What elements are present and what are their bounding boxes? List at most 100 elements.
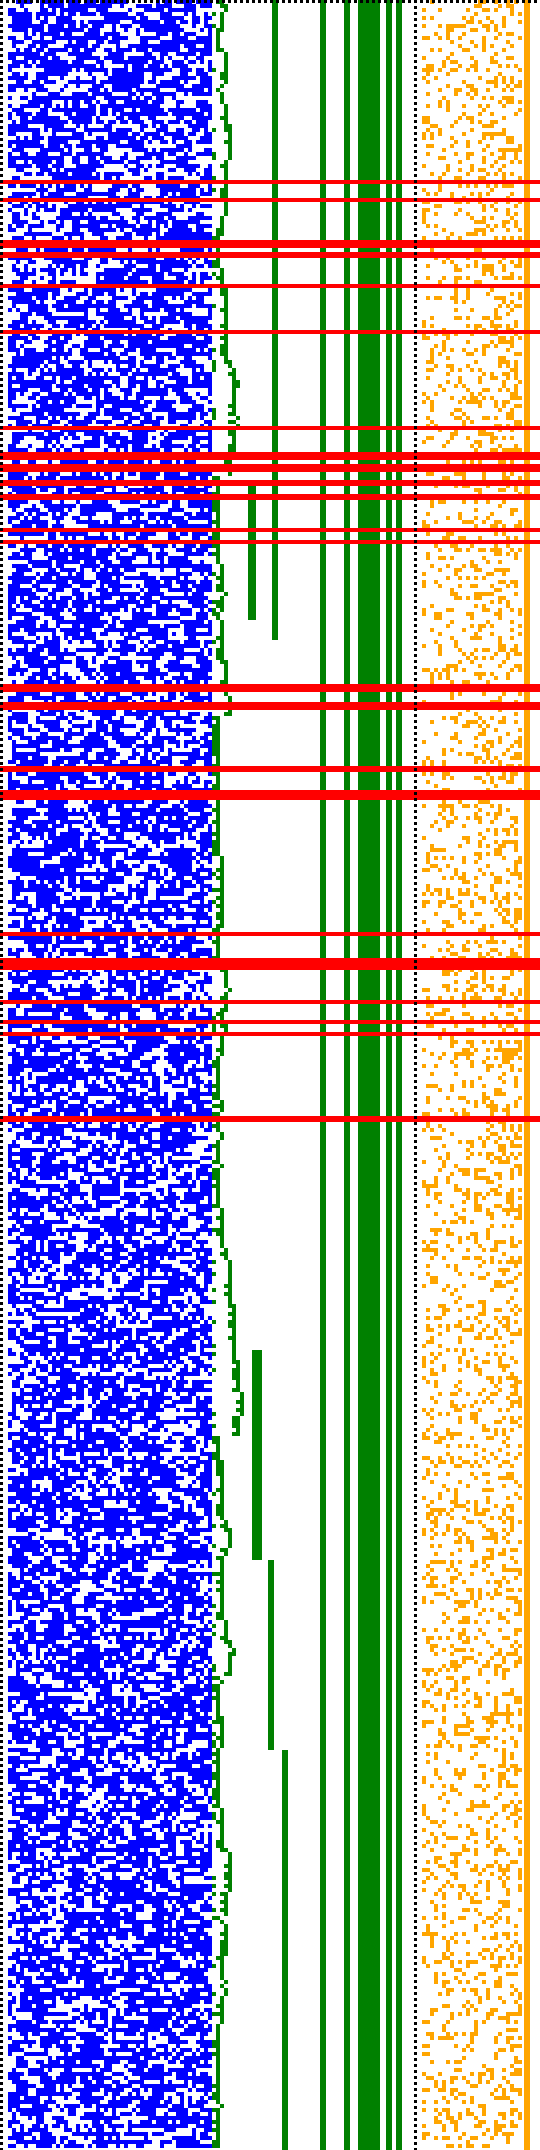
noise-cell xyxy=(96,440,100,444)
noise-cell xyxy=(156,544,160,548)
noise-cell xyxy=(16,352,20,356)
noise-cell xyxy=(184,324,192,328)
noise-cell xyxy=(180,884,196,888)
noise-cell xyxy=(20,828,24,832)
noise-cell xyxy=(32,820,40,824)
noise-cell xyxy=(176,128,184,132)
noise-cell xyxy=(160,816,164,820)
noise-cell xyxy=(72,996,76,1000)
noise-cell xyxy=(52,924,56,928)
noise-cell xyxy=(56,384,68,388)
noise-cell xyxy=(44,748,60,752)
noise-cell xyxy=(48,952,52,956)
noise-cell xyxy=(192,44,196,48)
noise-cell xyxy=(200,396,208,400)
noise-cell xyxy=(32,320,36,324)
noise-cell xyxy=(72,848,84,852)
noise-cell xyxy=(120,132,128,136)
noise-cell xyxy=(204,76,212,80)
noise-cell xyxy=(104,632,108,636)
noise-cell xyxy=(132,348,136,352)
noise-cell xyxy=(96,308,100,312)
noise-cell xyxy=(92,908,96,912)
noise-cell xyxy=(96,992,100,996)
noise-cell xyxy=(192,316,200,320)
noise-cell xyxy=(48,936,52,940)
noise-cell xyxy=(120,592,124,596)
noise-cell xyxy=(144,536,148,540)
noise-cell xyxy=(100,584,104,588)
noise-cell xyxy=(96,100,100,104)
noise-cell xyxy=(144,320,148,324)
noise-cell xyxy=(12,320,24,324)
noise-cell xyxy=(36,800,40,804)
noise-cell xyxy=(196,548,208,552)
noise-cell xyxy=(96,312,108,316)
noise-cell xyxy=(116,160,124,164)
noise-cell xyxy=(148,556,152,560)
noise-cell xyxy=(168,884,176,888)
noise-cell xyxy=(84,108,96,112)
noise-cell xyxy=(152,532,156,536)
noise-cell xyxy=(92,668,96,672)
noise-cell xyxy=(72,172,92,176)
noise-cell xyxy=(52,544,56,548)
noise-cell xyxy=(168,184,172,188)
noise-cell xyxy=(88,736,96,740)
noise-cell xyxy=(164,1056,184,1060)
noise-cell xyxy=(116,868,132,872)
noise-cell xyxy=(172,804,176,808)
noise-cell xyxy=(96,944,104,948)
noise-cell xyxy=(156,608,172,612)
noise-cell xyxy=(80,532,88,536)
noise-cell xyxy=(52,276,56,280)
noise-cell xyxy=(156,500,164,504)
noise-cell xyxy=(72,860,88,864)
noise-cell xyxy=(188,636,196,640)
noise-cell xyxy=(8,716,12,720)
noise-cell xyxy=(60,864,64,868)
noise-cell xyxy=(72,360,76,364)
noise-cell xyxy=(16,572,24,576)
noise-cell xyxy=(80,616,84,620)
noise-cell xyxy=(16,660,20,664)
noise-cell xyxy=(124,1088,128,1092)
noise-cell xyxy=(188,444,196,448)
noise-cell xyxy=(132,1028,136,1032)
noise-cell xyxy=(52,1072,56,1076)
noise-cell xyxy=(164,624,180,628)
noise-cell xyxy=(172,76,176,80)
noise-cell xyxy=(48,96,52,100)
noise-cell xyxy=(92,1084,96,1088)
noise-cell xyxy=(208,400,212,404)
noise-cell xyxy=(68,844,80,848)
noise-cell xyxy=(160,604,172,608)
noise-cell xyxy=(104,376,120,380)
noise-cell xyxy=(72,416,76,420)
noise-cell xyxy=(96,460,104,464)
noise-cell xyxy=(112,776,116,780)
noise-cell xyxy=(60,1052,64,1056)
noise-cell xyxy=(100,112,104,116)
noise-cell xyxy=(124,64,128,68)
noise-cell xyxy=(204,676,212,680)
noise-cell xyxy=(8,1104,12,1108)
noise-cell xyxy=(20,872,32,876)
noise-cell xyxy=(64,652,76,656)
noise-cell xyxy=(8,724,12,728)
noise-cell xyxy=(196,1080,204,1084)
noise-cell xyxy=(40,1008,64,1012)
noise-cell xyxy=(48,628,56,632)
noise-cell xyxy=(192,168,196,172)
noise-cell xyxy=(28,460,36,464)
noise-cell xyxy=(16,772,28,776)
noise-cell xyxy=(108,548,112,552)
noise-cell xyxy=(60,568,64,572)
noise-cell xyxy=(144,992,148,996)
noise-cell xyxy=(12,212,20,216)
noise-cell xyxy=(56,612,60,616)
noise-cell xyxy=(16,348,20,352)
noise-cell xyxy=(84,344,104,348)
noise-cell xyxy=(72,104,80,108)
noise-cell xyxy=(16,692,28,696)
